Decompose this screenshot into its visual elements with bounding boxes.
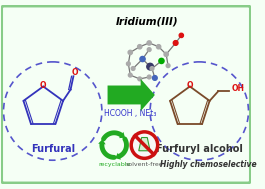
Circle shape	[150, 67, 154, 70]
Circle shape	[138, 45, 142, 49]
Circle shape	[159, 58, 164, 64]
Polygon shape	[119, 132, 125, 138]
Circle shape	[128, 73, 132, 77]
Text: O: O	[71, 68, 78, 77]
Text: Iridium(III): Iridium(III)	[116, 16, 179, 26]
Polygon shape	[98, 139, 106, 144]
Circle shape	[128, 50, 132, 55]
Circle shape	[147, 48, 151, 51]
Text: Furfural: Furfural	[31, 144, 75, 154]
Text: Highly chemoselective: Highly chemoselective	[160, 160, 257, 169]
Text: HCOOH , NEt₃: HCOOH , NEt₃	[104, 109, 156, 118]
Polygon shape	[108, 79, 155, 111]
Circle shape	[126, 62, 130, 66]
Text: O: O	[187, 81, 193, 91]
Text: recyclable: recyclable	[98, 162, 130, 167]
Circle shape	[164, 52, 168, 57]
Circle shape	[131, 132, 158, 158]
Circle shape	[140, 57, 145, 62]
Text: O: O	[40, 81, 46, 91]
FancyBboxPatch shape	[2, 6, 250, 183]
Polygon shape	[139, 138, 150, 151]
Circle shape	[157, 45, 161, 49]
Circle shape	[173, 41, 178, 45]
Circle shape	[152, 76, 157, 80]
Circle shape	[147, 75, 151, 79]
Circle shape	[147, 63, 153, 70]
Circle shape	[179, 33, 183, 38]
Circle shape	[131, 67, 135, 70]
Circle shape	[166, 64, 170, 67]
Text: solvent-free: solvent-free	[126, 162, 163, 167]
Polygon shape	[115, 153, 121, 160]
Text: Furfuryl alcohol: Furfuryl alcohol	[156, 144, 243, 154]
Text: OH: OH	[231, 84, 244, 93]
Circle shape	[147, 41, 151, 45]
Circle shape	[138, 77, 142, 81]
